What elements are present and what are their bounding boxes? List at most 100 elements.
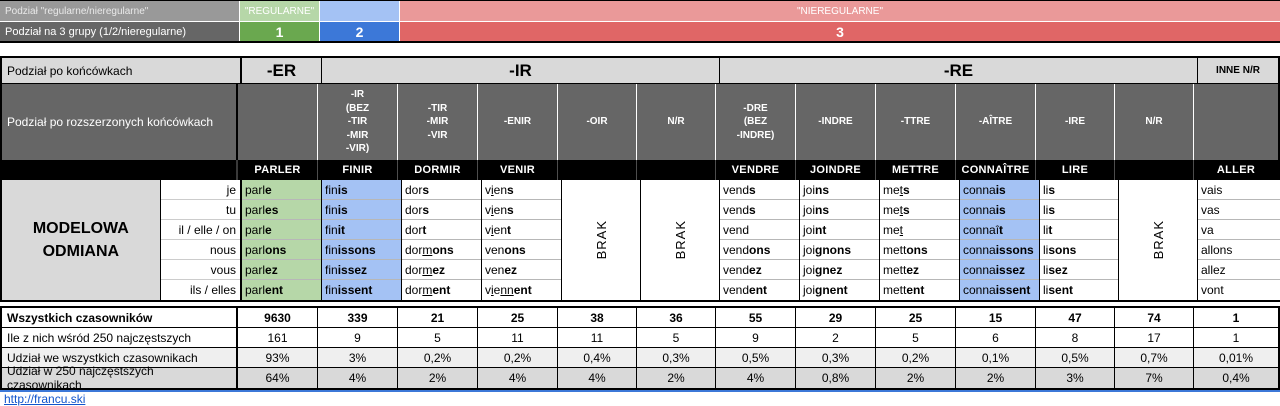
conjugation-cell: li t xyxy=(1040,220,1118,240)
conjugation-cell: fin issez xyxy=(322,260,401,280)
conjugation-cell: allez xyxy=(1198,260,1280,280)
conjugation-column: joi ns joi ns joi nt joi gnons joi gnez joi gnent xyxy=(800,180,880,300)
conjugation-cell: dor m ent xyxy=(402,280,481,300)
stat-value-cell: 0,1% xyxy=(956,348,1036,367)
model-verb-header-mettre: METTRE xyxy=(876,160,956,180)
conjugation-cell: v i e nn ent xyxy=(482,280,561,300)
brak-label: BRAK xyxy=(672,220,688,260)
conjugation-cell: parl ons xyxy=(242,240,321,260)
stat-value-cell: 11 xyxy=(558,328,637,347)
model-verb-header-vendre: VENDRE xyxy=(716,160,796,180)
conjugation-cell: dor m ons xyxy=(402,240,481,260)
conjugation-cell: vend ez xyxy=(720,260,799,280)
extended-ending-cell: -DRE (BEZ -INDRE) xyxy=(716,84,796,160)
stat-value-cell: 36 xyxy=(637,308,716,327)
pronoun-label: je xyxy=(160,180,240,200)
conjugation-cell: conna issent xyxy=(960,280,1039,300)
extended-endings-row: Podział po rozszerzonych końcówkach -IR … xyxy=(2,84,1278,160)
conjugation-cell: conna is xyxy=(960,200,1039,220)
brak-label: BRAK xyxy=(1150,220,1166,260)
regular-cell: "REGULARNE" xyxy=(240,1,320,22)
stat-value-cell: 0,4% xyxy=(1222,371,1250,385)
conjugation-cell: me t s xyxy=(880,200,959,220)
conjugation-cell: vend xyxy=(720,220,799,240)
stat-value-cell: 29 xyxy=(796,308,876,327)
extended-ending-cell: -TIR -MIR -VIR xyxy=(398,84,478,160)
brak-column: BRAK xyxy=(1119,180,1198,300)
three-groups-row: Podział na 3 grupy (1/2/nieregularne) 1 … xyxy=(0,22,1280,43)
model-verb-header-parler: PARLER xyxy=(238,160,318,180)
stat-value-cell: 4% xyxy=(558,368,637,388)
model-verb-header-lire: LIRE xyxy=(1036,160,1115,180)
stat-row: Udział we wszystkich czasownikach 93% 3% 0,… xyxy=(2,348,1278,368)
stat-value-cell: 9630 xyxy=(238,308,318,327)
site-link[interactable]: http://francu.ski xyxy=(4,392,86,406)
stat-value-cell: 11 xyxy=(478,328,558,347)
stat-row-label: Udział w 250 najczęstszych czasownikach xyxy=(2,364,238,392)
conjugation-cell: li sent xyxy=(1040,280,1118,300)
conjugation-cell: dor s xyxy=(402,180,481,200)
group-2-cell: 2 xyxy=(320,22,400,41)
stat-value-cell: 47 xyxy=(1036,308,1115,327)
stat-value-cell: 17 xyxy=(1115,328,1194,347)
stat-value-cell: 0,5% xyxy=(716,348,796,367)
conjugation-cell: conna is xyxy=(960,180,1039,200)
stat-value-cell: 2% xyxy=(956,368,1036,388)
stat-value-cell: 64% xyxy=(238,368,318,388)
extended-ending-cell xyxy=(238,84,318,160)
stat-row-label: Ile z nich wśród 250 najczęstszych xyxy=(2,328,238,347)
endings-row-label: Podział po końcówkach xyxy=(2,58,242,84)
conjugation-column: fin is fin is fin it fin issons fin issez fin issen… xyxy=(322,180,402,300)
extended-ending-cell: -INDRE xyxy=(796,84,876,160)
stat-row-values: 93% 3% 0,2% 0,2% 0,4% 0,3% 0,5% 0,3% 0,2% 0,1% 0,5… xyxy=(238,348,1278,367)
conjugation-cell: parl ez xyxy=(242,260,321,280)
stat-value-cell: 0,01% xyxy=(1218,350,1254,365)
conjugation-cell: vais xyxy=(1198,180,1280,200)
stat-value-cell: 4% xyxy=(478,368,558,388)
stat-row: Udział w 250 najczęstszych czasownikach 6… xyxy=(2,364,1278,392)
extended-ending-cell: -OIR xyxy=(558,84,637,160)
brak-cell: BRAK xyxy=(641,180,719,300)
stat-value-cell: 55 xyxy=(716,308,796,327)
model-verb-header-venir: VENIR xyxy=(478,160,558,180)
conjugation-cell: ven ez xyxy=(482,260,561,280)
ending-re-cell: -RE xyxy=(720,58,1198,84)
conjugation-cell: mett ez xyxy=(880,260,959,280)
stat-value-cell: 0,2% xyxy=(478,348,558,367)
stat-value-cell: 15 xyxy=(956,308,1036,327)
stat-value-cell: 3% xyxy=(318,348,398,367)
conjugation-cell: parl e xyxy=(242,220,321,240)
brak-cell: BRAK xyxy=(562,180,640,300)
model-verb-header-blank xyxy=(1115,160,1194,180)
stat-value-cell: 5 xyxy=(637,328,716,347)
stat-row: Wszystkich czasowników 9630 339 21 25 38 36 55 2… xyxy=(2,308,1278,328)
conjugation-column: vend s vend s vend vend ons vend ez vend ent xyxy=(720,180,800,300)
conjugation-cell: conna issez xyxy=(960,260,1039,280)
conjugation-cell: joi nt xyxy=(800,220,879,240)
stat-value-cell: 5 xyxy=(876,328,956,347)
model-verb-header-dormir: DORMIR xyxy=(398,160,478,180)
stat-value-cell: 38 xyxy=(558,308,637,327)
conjugation-cell: joi gnent xyxy=(800,280,879,300)
model-verb-header-blank xyxy=(558,160,637,180)
model-conjugation-title: MODELOWA ODMIANA xyxy=(2,180,161,300)
stat-value-cell: 0,3% xyxy=(637,348,716,367)
conjugation-column: parl e parl es parl e parl ons parl ez parl ent xyxy=(242,180,322,300)
conjugation-cell: mett ent xyxy=(880,280,959,300)
pronoun-label: tu xyxy=(160,200,240,220)
conjugation-cell: parl e xyxy=(242,180,321,200)
stat-value-cell: 93% xyxy=(238,348,318,367)
pronoun-label: ils / elles xyxy=(189,283,236,297)
model-verbs-cells: PARLER FINIR DORMIR VENIR VENDRE JOINDRE METTR… xyxy=(238,160,1278,180)
group-1-cell: 1 xyxy=(240,22,320,41)
stat-row-label: Udział we wszystkich czasownikach xyxy=(2,348,238,367)
ending-ir-cell: -IR xyxy=(322,58,720,84)
conjugation-column: conna is conna is connaî t conna issons conna iss… xyxy=(960,180,1040,300)
conjugation-cell: allons xyxy=(1198,240,1280,260)
model-verb-header-joindre: JOINDRE xyxy=(796,160,876,180)
group2-blank-cell xyxy=(320,1,400,22)
conjugation-cell: fin issons xyxy=(322,240,401,260)
extended-ending-cell: N/R xyxy=(637,84,716,160)
stat-value-cell: 2% xyxy=(398,368,478,388)
